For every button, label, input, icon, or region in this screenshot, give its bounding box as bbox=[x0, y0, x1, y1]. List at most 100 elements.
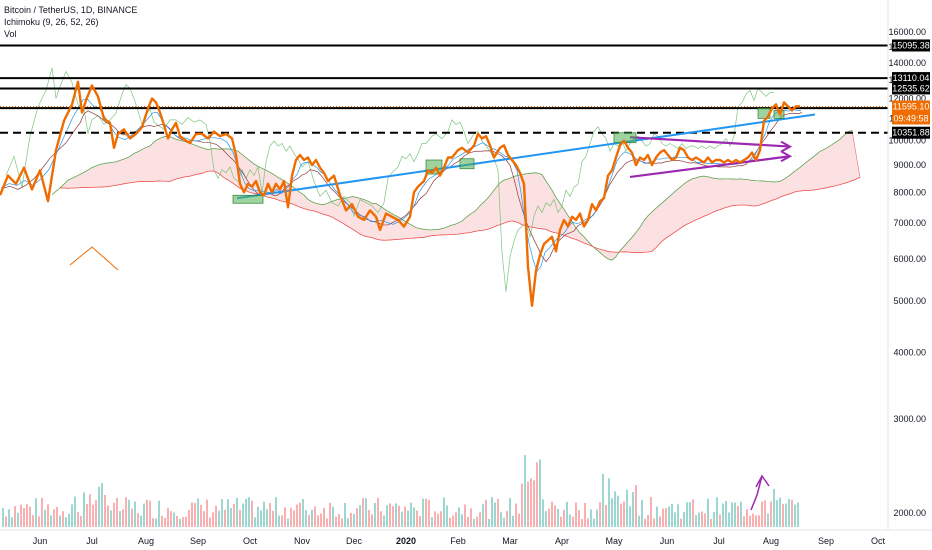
chart-legend: Bitcoin / TetherUS, 1D, BINANCE Ichimoku… bbox=[4, 4, 137, 40]
volume-bar bbox=[11, 517, 13, 527]
volume-bar bbox=[368, 509, 370, 527]
volume-bar bbox=[71, 504, 73, 527]
volume-bar bbox=[350, 512, 352, 527]
volume-bar bbox=[554, 505, 556, 527]
volume-bar bbox=[599, 502, 601, 527]
volume-bar bbox=[536, 462, 538, 527]
volume-bar bbox=[494, 502, 496, 527]
y-tick-label: 2000.00 bbox=[893, 508, 926, 518]
volume-bar bbox=[728, 512, 730, 527]
volume-bar bbox=[158, 500, 160, 527]
volume-bar bbox=[386, 505, 388, 527]
x-tick-label: Jul bbox=[86, 536, 98, 546]
volume-bar bbox=[791, 499, 793, 527]
volume-bar bbox=[254, 517, 256, 527]
volume-bar bbox=[182, 517, 184, 527]
channel-lower[interactable] bbox=[629, 155, 791, 179]
channel-upper[interactable] bbox=[629, 136, 791, 148]
volume-bar bbox=[257, 506, 259, 527]
legend-ichimoku[interactable]: Ichimoku (9, 26, 52, 26) bbox=[4, 17, 99, 27]
volume-bar bbox=[104, 494, 106, 527]
volume-bar bbox=[671, 503, 673, 527]
x-tick-label: Oct bbox=[871, 536, 886, 546]
volume-bar bbox=[503, 517, 505, 527]
volume-bar bbox=[47, 504, 49, 527]
volume-bar bbox=[770, 501, 772, 527]
volume-bar bbox=[371, 514, 373, 527]
volume-bar bbox=[698, 512, 700, 527]
volume-bar bbox=[725, 501, 727, 527]
volume-bar bbox=[239, 509, 241, 527]
y-tick-label: 3000.00 bbox=[893, 414, 926, 424]
volume-bar bbox=[653, 518, 655, 527]
level-label-bg bbox=[892, 82, 930, 95]
senkou-span-a bbox=[51, 130, 853, 261]
highlight-box[interactable] bbox=[459, 158, 475, 170]
level-label: 12535.62 bbox=[892, 83, 930, 93]
volume-bar bbox=[230, 508, 232, 527]
volume-bar bbox=[95, 500, 97, 527]
price-line[interactable] bbox=[0, 80, 800, 307]
x-tick-label: Jun bbox=[660, 536, 675, 546]
volume-bar bbox=[674, 512, 676, 527]
volume-bar bbox=[227, 499, 229, 527]
volume-bar bbox=[308, 515, 310, 527]
volume-bar bbox=[659, 516, 661, 527]
volume-bar bbox=[344, 502, 346, 527]
volume-bar bbox=[488, 518, 490, 527]
trendline[interactable] bbox=[236, 113, 816, 200]
volume-bar bbox=[404, 506, 406, 527]
volume-bar bbox=[590, 509, 592, 527]
volume-bar bbox=[161, 515, 163, 527]
volume-bar bbox=[329, 502, 331, 527]
volume-bar bbox=[263, 501, 265, 527]
volume-bar bbox=[2, 508, 4, 527]
drawn-arrow[interactable] bbox=[69, 246, 119, 271]
highlight-box[interactable] bbox=[232, 194, 264, 204]
volume-bar bbox=[14, 506, 16, 527]
volume-bar bbox=[155, 518, 157, 527]
volume-bar bbox=[431, 517, 433, 527]
volume-bar bbox=[632, 492, 634, 527]
volume-bar bbox=[512, 515, 514, 527]
y-tick-label: 7000.00 bbox=[893, 218, 926, 228]
volume-bar bbox=[167, 508, 169, 527]
volume-bar bbox=[797, 502, 799, 527]
volume-bar bbox=[461, 514, 463, 527]
volume-bar bbox=[197, 498, 199, 527]
volume-bar bbox=[518, 513, 520, 527]
volume-bar bbox=[35, 498, 37, 527]
volume-bar bbox=[260, 510, 262, 527]
volume-bar bbox=[452, 515, 454, 527]
volume-bar bbox=[83, 492, 85, 527]
volume-bar bbox=[500, 512, 502, 527]
y-tick-label: 5000.00 bbox=[893, 296, 926, 306]
level-label-bg bbox=[892, 72, 930, 85]
volume-bar bbox=[722, 503, 724, 527]
legend-symbol[interactable]: Bitcoin / TetherUS, 1D, BINANCE bbox=[4, 5, 138, 15]
volume-bar bbox=[449, 517, 451, 527]
volume-bar bbox=[755, 515, 757, 527]
volume-bar bbox=[77, 511, 79, 527]
ichimoku-cloud bbox=[51, 130, 861, 261]
volume-bar bbox=[551, 501, 553, 527]
y-tick-label: 6000.00 bbox=[893, 254, 926, 264]
volume-bar bbox=[686, 502, 688, 527]
x-tick-label: Jul bbox=[713, 536, 725, 546]
volume-bar bbox=[68, 513, 70, 527]
volume-bar bbox=[218, 510, 220, 527]
legend-volume[interactable]: Vol bbox=[4, 29, 17, 39]
volume-bar bbox=[212, 512, 214, 527]
chikou-span bbox=[5, 67, 774, 292]
volume-arrow[interactable] bbox=[750, 474, 770, 511]
volume-bar bbox=[656, 506, 658, 527]
volume-bar bbox=[179, 518, 181, 527]
volume-bar bbox=[41, 497, 43, 527]
volume-bar bbox=[608, 478, 610, 527]
volume-bar bbox=[191, 502, 193, 527]
volume-bar bbox=[383, 515, 385, 527]
volume-bar bbox=[116, 497, 118, 527]
volume-bar bbox=[128, 499, 130, 527]
